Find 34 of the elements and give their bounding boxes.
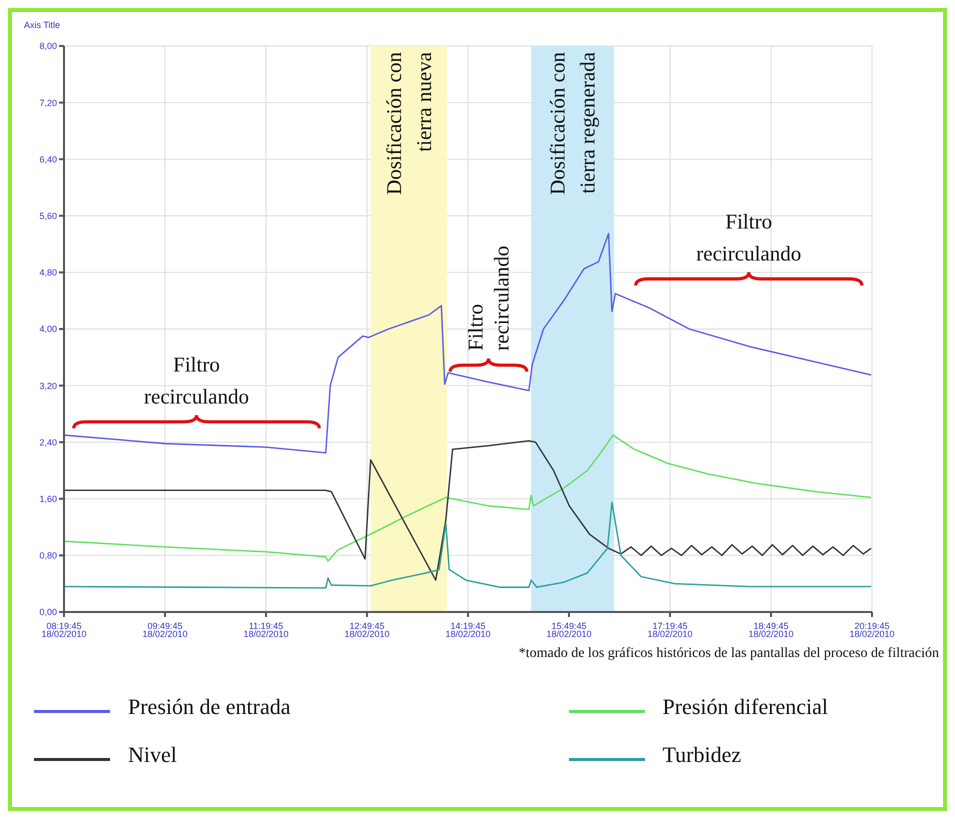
y-tick-label: 5,60 — [39, 210, 57, 221]
x-tick-label: 18:49:45 18/02/2010 — [748, 621, 794, 639]
x-tick-label: 14:19:45 18/02/2010 — [445, 621, 491, 639]
line-series — [64, 232, 872, 454]
legend-label: Presión de entrada — [128, 694, 290, 720]
x-tick-label: 20:19:45 18/02/2010 — [849, 621, 895, 639]
y-axis-title: Axis Title — [24, 20, 60, 30]
y-tick-label: 0,00 — [39, 607, 57, 618]
y-tick-label: 4,00 — [39, 324, 57, 334]
y-tick-label: 4,80 — [39, 268, 57, 278]
x-tick-label: 08:19:45 18/02/2010 — [41, 621, 87, 639]
legend-label: Turbidez — [662, 742, 742, 768]
y-tick-label: 0,80 — [39, 550, 57, 561]
annotation: Filtro recirculando — [696, 209, 802, 266]
text: *tomado de los gráficos históricos de las pantallas del proceso de filtración — [518, 646, 940, 662]
x-tick-label: 15:49:45 18/02/2010 — [546, 621, 592, 639]
y-tick-label: 3,20 — [39, 380, 57, 391]
y-tick-label: 8,00 — [39, 41, 57, 52]
legend-label: Presión diferencial — [662, 694, 828, 720]
x-tick-label: 17:19:45 18/02/2010 — [647, 621, 693, 639]
x-tick-label: 11:19:45 18/02/2010 — [243, 621, 289, 639]
annotation: Filtro recirculando — [463, 246, 514, 351]
band-label: Dosificación con tierra nueva — [382, 51, 436, 195]
line-series — [64, 434, 872, 562]
y-tick-label: 1,60 — [39, 494, 57, 504]
annotation: Filtro recirculando — [144, 352, 249, 408]
line-series — [64, 440, 872, 581]
legend-label: Nivel — [128, 742, 177, 768]
y-tick-label: 2,40 — [39, 437, 57, 448]
x-tick-label: 09:49:45 18/02/2010 — [142, 621, 188, 639]
line-series — [64, 502, 872, 589]
y-tick-label: 6,40 — [39, 154, 57, 164]
x-tick-label: 12:49:45 18/02/2010 — [344, 621, 390, 639]
y-tick-label: 7,20 — [39, 98, 57, 108]
